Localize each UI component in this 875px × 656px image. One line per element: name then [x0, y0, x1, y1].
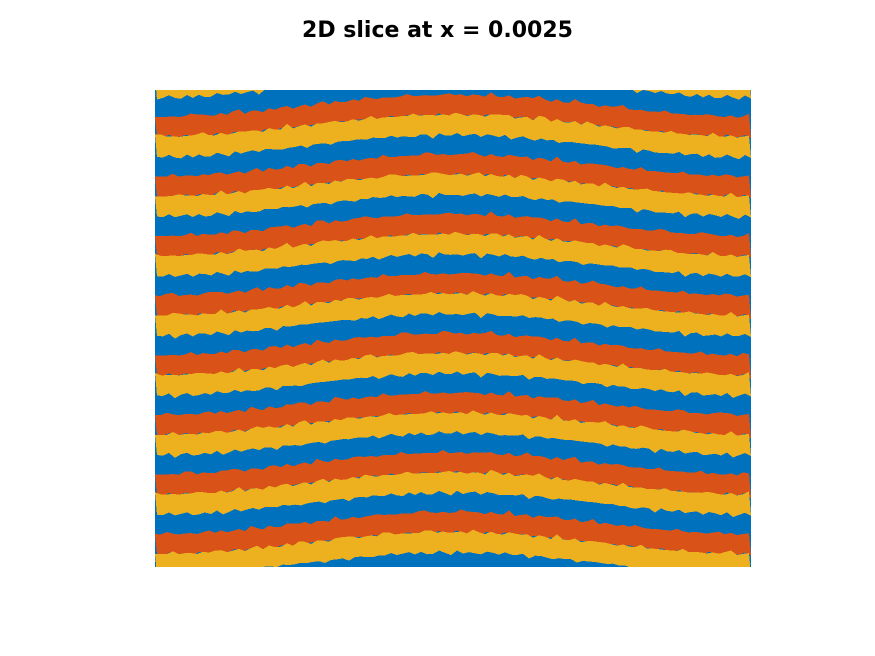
band-orange — [155, 509, 751, 558]
band-yellow — [155, 529, 751, 567]
band-orange — [155, 391, 751, 439]
band-yellow — [155, 410, 751, 458]
band-yellow — [156, 90, 751, 100]
heatmap-svg — [155, 90, 751, 567]
band-yellow — [155, 291, 751, 339]
band-yellow — [155, 469, 751, 518]
band-orange — [155, 271, 751, 320]
band-yellow — [155, 172, 751, 219]
heatmap-plot-area — [155, 90, 751, 567]
band-yellow — [155, 112, 751, 160]
band-yellow — [155, 351, 751, 399]
band-yellow — [155, 231, 751, 278]
band-orange — [155, 211, 751, 260]
chart-title: 2D slice at x = 0.0025 — [302, 18, 573, 43]
